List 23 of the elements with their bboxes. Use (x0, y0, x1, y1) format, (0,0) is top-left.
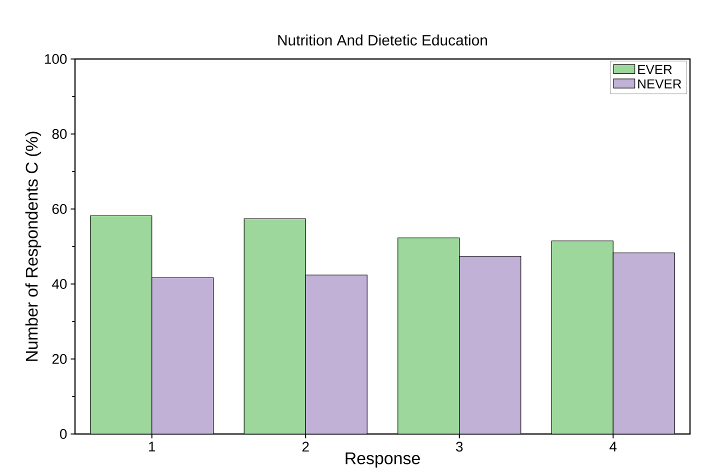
x-tick-label: 2 (302, 442, 309, 452)
x-tick-label: 4 (610, 442, 617, 452)
y-tick-label: 20 (52, 354, 67, 364)
bar (244, 218, 306, 434)
bar (398, 238, 460, 434)
bar (90, 216, 152, 434)
y-tick-label: 40 (52, 279, 67, 289)
bar (459, 256, 521, 434)
x-tick-label: 3 (456, 442, 463, 452)
bar (551, 240, 614, 434)
y-axis-title: Number of Respondents C (%) (25, 132, 42, 361)
x-axis-title: Response (346, 452, 420, 468)
y-tick-label: 80 (52, 129, 67, 139)
y-tick-label: 100 (45, 54, 67, 64)
chart-title: Nutrition And Dietetic Education (278, 34, 487, 46)
y-tick-label: 0 (60, 429, 67, 439)
x-tick-label: 1 (149, 442, 156, 452)
legend-label: NEVER (638, 79, 682, 88)
bar (306, 275, 368, 434)
y-tick-label: 60 (52, 204, 67, 214)
bar (612, 252, 675, 434)
legend-label: EVER (638, 65, 672, 74)
bar (152, 278, 214, 434)
